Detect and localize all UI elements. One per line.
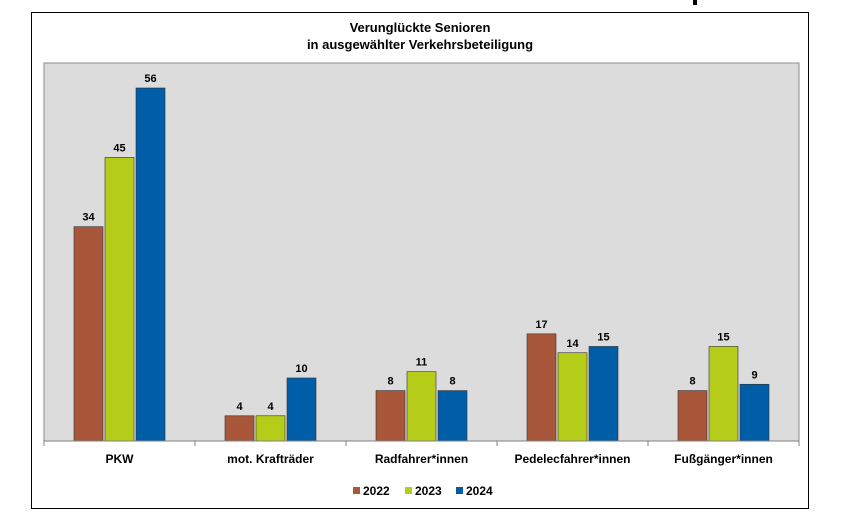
data-label-mot-kraftr-der-2024: 10 xyxy=(295,363,307,375)
data-label-radfahrer-innen-2022: 8 xyxy=(387,376,393,388)
chart-subtitle: in ausgewählter Verkehrsbeteiligung xyxy=(307,37,533,52)
x-axis: PKW mot. Krafträder Radfahrer*innen Pedelec… xyxy=(43,440,800,466)
data-label-pedelecfahrer-innen-2024: 15 xyxy=(597,331,609,343)
bar-pedelecfahrer-innen-2023 xyxy=(557,352,588,442)
bar-pkw-2022 xyxy=(73,226,104,442)
data-label-fu-g-nger-innen-2023: 15 xyxy=(717,331,729,343)
category-label-pkw: PKW xyxy=(106,452,135,466)
bar-fu-g-nger-innen-2023 xyxy=(708,346,739,442)
top-edge-mark xyxy=(693,0,697,5)
data-label-pkw-2023: 45 xyxy=(113,142,125,154)
data-label-pkw-2022: 34 xyxy=(82,212,95,224)
bar-pedelecfahrer-innen-2024 xyxy=(588,346,619,442)
data-label-radfahrer-innen-2023: 11 xyxy=(416,357,428,369)
data-label-mot-kraftr-der-2022: 4 xyxy=(236,401,243,413)
chart-title: Verunglückte Senioren xyxy=(350,20,491,35)
legend-label-2022: 2022 xyxy=(363,484,390,498)
bar-radfahrer-innen-2023 xyxy=(406,371,437,442)
bar-fu-g-nger-innen-2022 xyxy=(677,390,708,442)
category-label-mot-kraftr-der: mot. Krafträder xyxy=(227,452,314,466)
bar-fu-g-nger-innen-2024 xyxy=(739,383,770,442)
legend-label-2024: 2024 xyxy=(466,484,493,498)
bar-pkw-2024 xyxy=(135,87,166,442)
data-label-fu-g-nger-innen-2022: 8 xyxy=(689,376,695,388)
bar-mot-kraftr-der-2024 xyxy=(286,377,317,442)
data-label-radfahrer-innen-2024: 8 xyxy=(449,376,455,388)
bar-pkw-2023 xyxy=(104,157,135,442)
category-label-fu-g-nger-innen: Fußgänger*innen xyxy=(674,452,773,466)
data-label-pedelecfahrer-innen-2022: 17 xyxy=(535,319,547,331)
bar-radfahrer-innen-2024 xyxy=(437,390,468,442)
data-label-fu-g-nger-innen-2024: 9 xyxy=(751,369,757,381)
bar-mot-kraftr-der-2023 xyxy=(255,415,286,442)
legend-swatch-2024 xyxy=(456,487,463,494)
legend-label-2023: 2023 xyxy=(415,484,442,498)
data-label-pkw-2024: 56 xyxy=(144,73,156,85)
bars-group xyxy=(73,87,770,442)
bar-radfahrer-innen-2022 xyxy=(375,390,406,442)
category-label-radfahrer-innen: Radfahrer*innen xyxy=(375,452,468,466)
legend-swatch-2022 xyxy=(353,487,360,494)
bar-mot-kraftr-der-2022 xyxy=(224,415,255,442)
category-label-pedelecfahrer-innen: Pedelecfahrer*innen xyxy=(514,452,630,466)
legend-swatch-2023 xyxy=(405,487,412,494)
bar-pedelecfahrer-innen-2022 xyxy=(526,333,557,442)
data-label-pedelecfahrer-innen-2023: 14 xyxy=(566,338,579,350)
value-labels-group: 34 45 56 4 4 10 8 11 8 17 14 15 8 15 9 xyxy=(82,73,757,413)
data-label-mot-kraftr-der-2023: 4 xyxy=(267,401,274,413)
legend: 2022 2023 2024 xyxy=(353,484,493,498)
